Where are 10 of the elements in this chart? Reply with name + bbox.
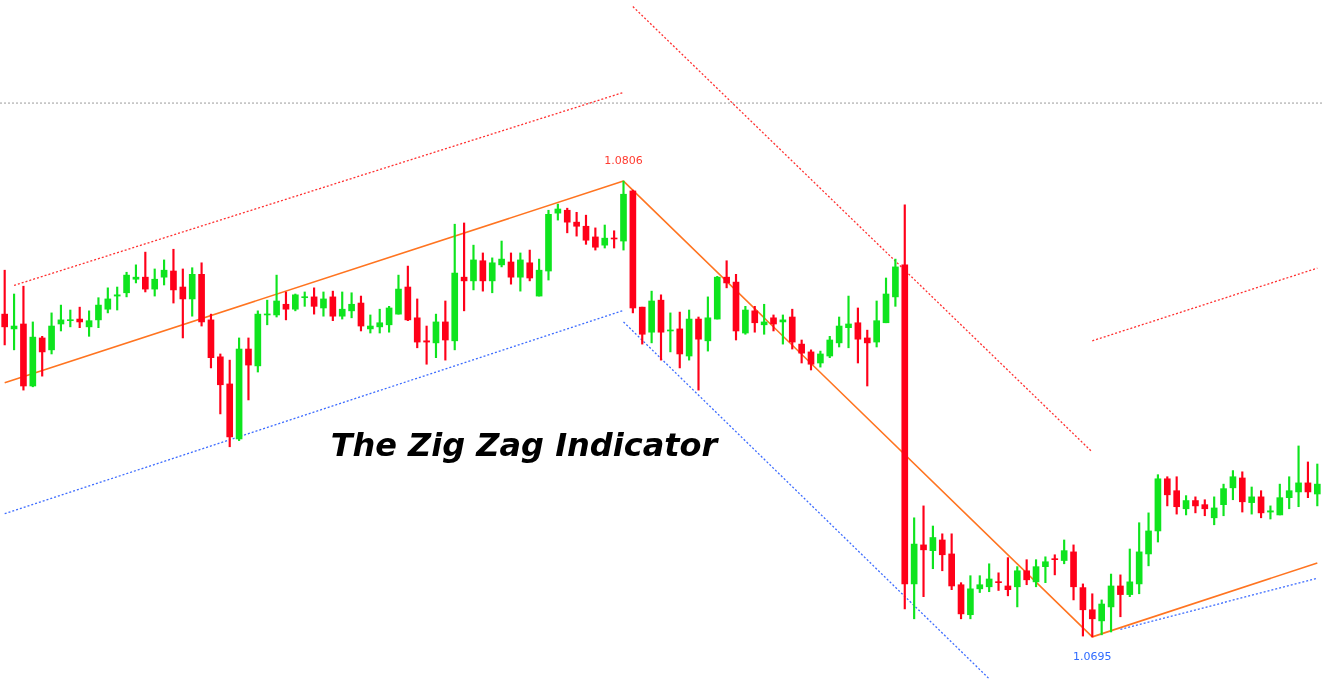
candlestick [1267,505,1274,520]
annotation: 1.0695 [1073,649,1112,663]
annotation: 1.0806 [604,153,643,167]
candlestick [1295,445,1302,508]
candlestick [845,295,852,349]
text: The Zig Zag Indicator [330,426,718,464]
candlestick [920,505,927,597]
candlestick [995,572,1002,591]
candlestick [245,337,252,401]
candlestick [695,316,702,391]
